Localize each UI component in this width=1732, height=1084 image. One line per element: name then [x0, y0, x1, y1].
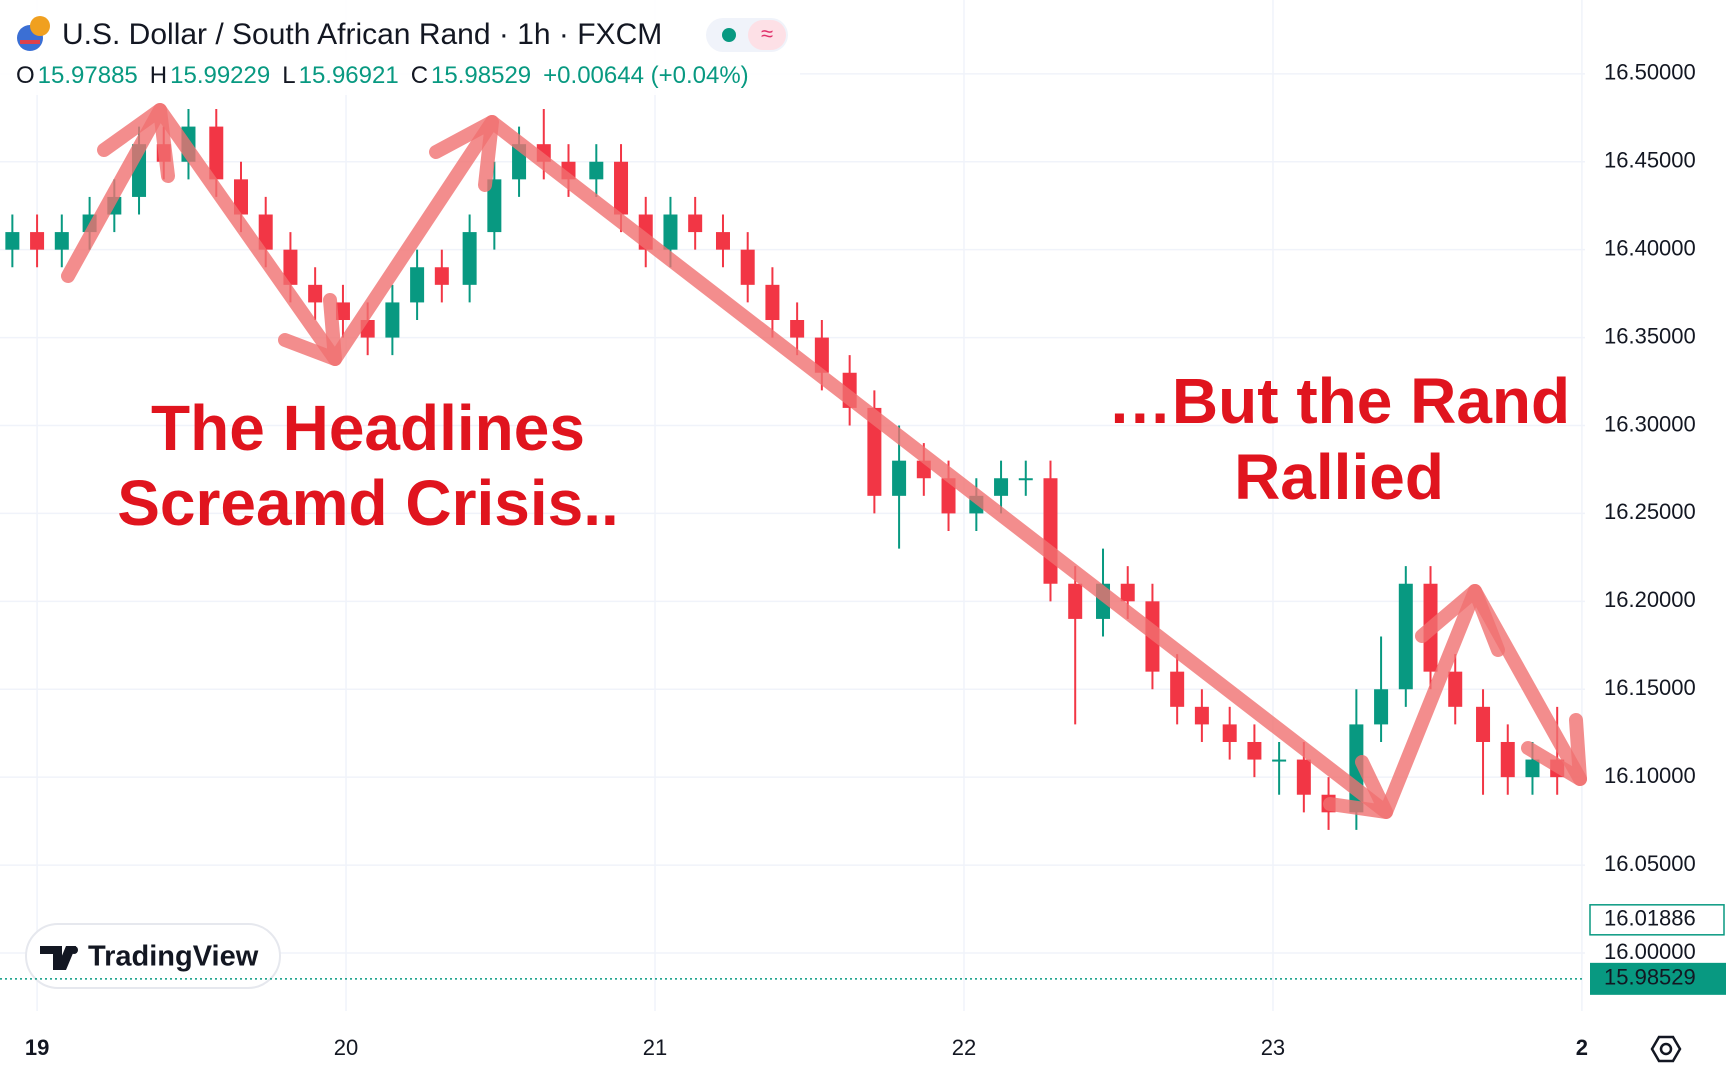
ohlc-label: H [150, 62, 167, 89]
candle-body [283, 249, 298, 285]
y-tick-label: 16.30000 [1604, 411, 1696, 436]
settings-icon[interactable] [1650, 1035, 1682, 1063]
candle-body [1043, 478, 1058, 584]
candle-body [233, 179, 248, 215]
svg-text:≈: ≈ [761, 21, 773, 46]
candle-body [462, 232, 477, 285]
arrow-head [278, 293, 342, 366]
ohlc-label: C [411, 62, 428, 89]
candle-body [54, 232, 69, 250]
candle-body [688, 214, 703, 233]
annotation: Screamd Crisis.. [117, 467, 619, 539]
candle-body [30, 232, 45, 250]
candle-body [1194, 706, 1209, 725]
y-tick-label: 16.00000 [1604, 939, 1696, 964]
y-tick-label: 16.50000 [1604, 60, 1696, 85]
x-tick-label: 2 [1576, 1035, 1588, 1060]
ohlc-value: 15.96921 [299, 62, 399, 89]
y-tick-label: 16.10000 [1604, 763, 1696, 788]
candle-body [410, 267, 425, 303]
candle-body [1272, 759, 1287, 762]
annotation: The Headlines [151, 392, 585, 464]
candle-body [209, 126, 224, 180]
candle-body [335, 302, 350, 321]
candle-body [1296, 759, 1311, 795]
candle-body [308, 284, 323, 303]
ohlc-value: 15.99229 [170, 62, 270, 89]
candle-body [1247, 741, 1262, 760]
x-tick-label: 22 [952, 1035, 976, 1060]
y-tick-label: 16.25000 [1604, 499, 1696, 524]
candle-body [994, 478, 1009, 496]
annotation: Rallied [1234, 441, 1444, 513]
ohlc-row: O 15.97885 H 15.99229 L 15.96921 C 15.98529 +0.0… [16, 62, 749, 89]
x-tick-label: 20 [334, 1035, 358, 1060]
candle-body [1448, 671, 1463, 707]
ohlc-value: 15.97885 [38, 62, 138, 89]
arrow-head [1521, 713, 1587, 786]
marker-price-tag [1589, 904, 1725, 936]
annotation: …But the Rand [1108, 365, 1570, 437]
candle-body [740, 249, 755, 285]
candle-body [892, 460, 907, 496]
status-pill[interactable]: ≈ [706, 18, 788, 52]
last-price-label: 15.98529 [1604, 965, 1696, 990]
candle-body [1525, 759, 1540, 778]
symbol-icon [17, 16, 50, 51]
candle-body [487, 179, 502, 233]
last-price-tag [1590, 962, 1726, 995]
ohlc-label: L [282, 62, 295, 89]
marker-price-label: 16.01886 [1604, 906, 1696, 931]
candle-body [385, 302, 400, 338]
ohlc-value: 15.98529 [431, 62, 531, 89]
candle-body [1500, 741, 1515, 778]
candle-body [1222, 724, 1237, 742]
y-tick-label: 16.35000 [1604, 323, 1696, 348]
watermark-text: TradingView [88, 941, 259, 973]
x-tick-label: 19 [25, 1035, 49, 1060]
candle-body [589, 161, 604, 180]
arrow-head [97, 103, 175, 183]
y-tick-label: 16.40000 [1604, 235, 1696, 260]
candle-body [941, 478, 956, 514]
arrow-head [1323, 755, 1393, 819]
candle-body [790, 320, 805, 338]
candle-body [663, 214, 678, 250]
candle-body [614, 161, 629, 215]
y-tick-label: 16.45000 [1604, 148, 1696, 173]
candle-body [1068, 583, 1083, 619]
y-tick-label: 16.05000 [1604, 851, 1696, 876]
candle-body [765, 284, 780, 321]
x-tick-label: 23 [1261, 1035, 1285, 1060]
x-tick-label: 21 [643, 1035, 667, 1060]
candle-body [1374, 689, 1389, 725]
chart-title: U.S. Dollar / South African Rand · 1h · … [62, 18, 662, 51]
trend-arrows [61, 103, 1587, 819]
candle-body [715, 232, 730, 250]
arrow-head [1415, 584, 1505, 657]
candle-body [1018, 478, 1033, 481]
candle-body [258, 214, 273, 250]
ohlc-text: O 15.97885 H 15.99229 L 15.96921 C 15.98529 +0.0… [16, 62, 749, 89]
ohlc-label: O [16, 62, 35, 89]
watermark[interactable]: TradingView [25, 923, 281, 989]
candle-body [1398, 583, 1413, 690]
arrow-head [429, 115, 499, 192]
y-tick-label: 16.15000 [1604, 675, 1696, 700]
candle-body [5, 232, 20, 250]
candle-body [814, 337, 829, 373]
y-tick-label: 16.20000 [1604, 587, 1696, 612]
candle-body [434, 267, 449, 285]
ohlc-change: +0.00644 (+0.04%) [543, 62, 749, 89]
candle-body [1476, 706, 1491, 742]
candle-body [867, 407, 882, 496]
candle-body [1120, 583, 1135, 602]
candle-body [1170, 671, 1185, 707]
header-bg [0, 0, 800, 95]
